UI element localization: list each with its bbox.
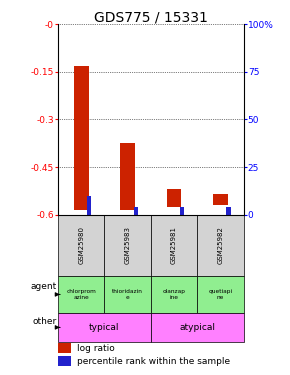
Text: GSM25983: GSM25983	[125, 226, 130, 264]
Bar	[151, 313, 244, 342]
Title: GDS775 / 15331: GDS775 / 15331	[94, 10, 208, 24]
Bar	[226, 207, 231, 214]
Text: quetiapi
ne: quetiapi ne	[208, 289, 233, 300]
Text: GSM25982: GSM25982	[218, 226, 223, 264]
Bar	[180, 207, 184, 214]
Bar	[58, 344, 71, 353]
Text: typical: typical	[89, 323, 120, 332]
Bar	[151, 276, 197, 313]
Bar	[134, 207, 138, 214]
Bar	[104, 214, 151, 276]
Bar	[58, 214, 104, 276]
Text: percentile rank within the sample: percentile rank within the sample	[77, 357, 230, 366]
Bar	[166, 189, 182, 207]
Bar	[197, 214, 244, 276]
Bar	[151, 214, 197, 276]
Text: olanzap
ine: olanzap ine	[162, 289, 186, 300]
Bar	[58, 313, 151, 342]
Text: atypical: atypical	[179, 323, 215, 332]
Text: GSM25980: GSM25980	[78, 226, 84, 264]
Text: thioridazin
e: thioridazin e	[112, 289, 143, 300]
Bar	[58, 356, 71, 366]
Bar	[104, 276, 151, 313]
Bar	[120, 143, 135, 210]
Bar	[58, 276, 104, 313]
Bar	[74, 66, 89, 210]
Text: other: other	[33, 316, 57, 326]
Bar	[87, 196, 91, 214]
Bar	[213, 194, 228, 205]
Text: chlorprom
azine: chlorprom azine	[66, 289, 96, 300]
Text: GSM25981: GSM25981	[171, 226, 177, 264]
Text: log ratio: log ratio	[77, 344, 114, 353]
Text: agent: agent	[31, 282, 57, 291]
Bar	[197, 276, 244, 313]
